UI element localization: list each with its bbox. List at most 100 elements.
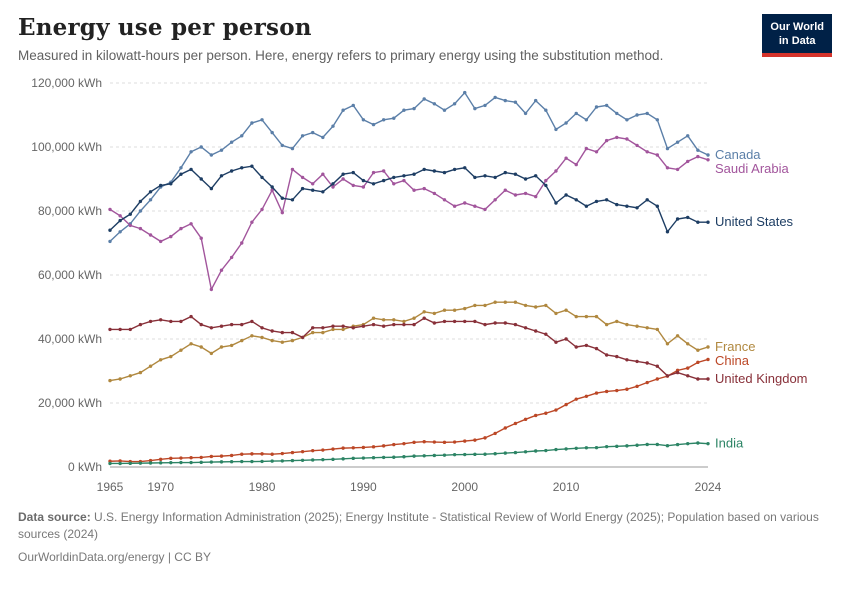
data-point: [209, 460, 214, 464]
data-source-text: U.S. Energy Information Administration (…: [18, 510, 819, 542]
data-point: [645, 380, 649, 385]
data-point: [554, 408, 558, 412]
data-point: [189, 150, 193, 154]
data-point: [564, 121, 568, 125]
data-point: [118, 327, 122, 332]
owid-logo[interactable]: Our World in Data: [762, 14, 832, 57]
data-point: [483, 103, 487, 108]
data-point: [148, 319, 153, 324]
data-point: [584, 204, 589, 208]
data-point: [635, 206, 639, 210]
data-point: [371, 182, 376, 186]
data-point: [189, 456, 193, 460]
data-point: [574, 111, 578, 116]
data-point: [280, 210, 285, 215]
data-point: [260, 175, 264, 180]
data-point: [463, 201, 467, 205]
data-point: [250, 459, 254, 464]
data-point: [473, 319, 477, 324]
series-line-united-kingdom: [110, 315, 708, 380]
data-point: [341, 446, 345, 450]
data-point: [513, 172, 518, 176]
data-point: [584, 146, 589, 151]
data-point: [381, 178, 386, 183]
data-point: [219, 454, 224, 458]
y-tick-label: 100,000 kWh: [31, 140, 102, 154]
data-point: [280, 459, 285, 463]
data-point: [604, 138, 609, 143]
data-point: [483, 452, 487, 456]
data-point: [655, 377, 660, 381]
data-point: [412, 440, 416, 445]
data-point: [665, 374, 670, 378]
data-point: [675, 140, 680, 144]
data-point: [321, 457, 325, 462]
data-point: [311, 130, 315, 135]
data-point: [392, 318, 396, 322]
header: Energy use per person Measured in kilowa…: [18, 14, 832, 63]
data-point: [594, 346, 599, 351]
series-line-canada: [109, 91, 709, 242]
data-point: [381, 169, 386, 173]
data-point: [199, 345, 203, 349]
data-point: [158, 318, 163, 322]
data-point: [493, 95, 497, 100]
data-point: [554, 340, 558, 344]
data-point: [604, 103, 609, 108]
data-point: [351, 456, 355, 461]
data-point: [473, 303, 477, 308]
data-point: [412, 172, 416, 176]
data-point: [564, 402, 568, 407]
data-point: [706, 345, 710, 349]
data-point: [574, 345, 578, 349]
series-line-saudi-arabia: [109, 136, 709, 292]
header-text: Energy use per person Measured in kilowa…: [18, 14, 663, 63]
data-point: [594, 445, 599, 450]
data-point: [533, 194, 538, 199]
data-point: [696, 220, 700, 224]
license-line: OurWorldinData.org/energy | CC BY: [18, 549, 211, 564]
data-point: [209, 326, 214, 330]
data-point: [361, 178, 366, 183]
data-point: [128, 327, 132, 332]
data-point: [625, 358, 629, 362]
data-point: [311, 188, 315, 192]
data-point: [615, 319, 619, 324]
data-point: [321, 135, 325, 140]
data-point: [432, 321, 437, 325]
data-point: [219, 268, 224, 272]
data-point: [361, 185, 366, 189]
data-point: [422, 316, 426, 320]
data-point: [250, 121, 254, 125]
x-tick-label: 1990: [350, 480, 377, 494]
data-point: [341, 327, 345, 332]
data-point: [118, 218, 122, 223]
data-point: [594, 150, 599, 154]
data-point: [503, 170, 507, 175]
data-point: [108, 327, 112, 332]
data-point: [473, 452, 477, 457]
data-point: [402, 322, 406, 327]
data-point: [645, 150, 649, 154]
data-point: [544, 108, 548, 112]
data-point: [260, 459, 264, 464]
data-point: [240, 322, 244, 327]
data-point: [300, 175, 305, 180]
data-point: [493, 300, 497, 304]
data-point: [615, 354, 619, 359]
data-point: [432, 311, 437, 316]
data-point: [311, 458, 315, 462]
data-point: [463, 452, 467, 457]
data-point: [442, 453, 447, 457]
data-point: [594, 199, 599, 204]
data-point: [209, 287, 214, 292]
data-point: [270, 130, 274, 135]
data-point: [686, 374, 690, 378]
data-point: [199, 322, 203, 327]
data-point: [381, 318, 386, 322]
data-point: [148, 461, 153, 465]
data-point: [503, 451, 507, 455]
data-point: [544, 183, 548, 188]
data-point: [240, 452, 244, 456]
data-point: [351, 170, 355, 175]
